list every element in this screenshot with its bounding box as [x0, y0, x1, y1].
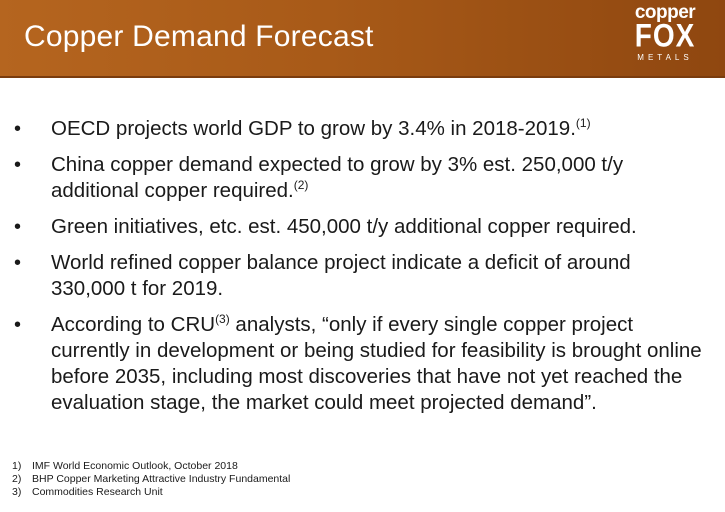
- bullet-item: • According to CRU(3) analysts, “only if…: [0, 312, 725, 416]
- bullet-marker: •: [14, 216, 22, 238]
- bullet-item: • China copper demand expected to grow b…: [0, 152, 725, 204]
- bullet-list: • OECD projects world GDP to grow by 3.4…: [0, 116, 725, 426]
- header-bar: Copper Demand Forecast copper FOX METALS: [0, 0, 725, 78]
- bullet-text: OECD projects world GDP to grow by 3.4% …: [51, 117, 576, 140]
- logo-sub-text: METALS: [637, 53, 693, 62]
- logo-top-text: copper: [634, 2, 696, 23]
- bullet-marker: •: [14, 252, 22, 274]
- slide-title: Copper Demand Forecast: [24, 20, 374, 53]
- bullet-text: Green initiatives, etc. est. 450,000 t/y…: [51, 215, 637, 238]
- footnote-number: 1): [12, 460, 22, 472]
- footnote-number: 2): [12, 473, 22, 485]
- footnote-item: 1) IMF World Economic Outlook, October 20…: [12, 460, 290, 473]
- footnote-text: Commodities Research Unit: [32, 486, 163, 498]
- bullet-text: World refined copper balance project ind…: [51, 251, 631, 300]
- bullet-marker: •: [14, 154, 22, 176]
- company-logo: copper FOX METALS: [619, 2, 711, 70]
- footnote-ref: (1): [575, 116, 591, 130]
- logo-main-text: FOX: [634, 17, 696, 54]
- footnote-text: IMF World Economic Outlook, October 2018: [32, 460, 238, 472]
- footnote-ref: (3): [215, 312, 230, 326]
- footnote-item: 3) Commodities Research Unit: [12, 486, 290, 499]
- bullet-text: According to CRU: [51, 313, 216, 336]
- bullet-marker: •: [14, 314, 22, 336]
- footnote-list: 1) IMF World Economic Outlook, October 20…: [12, 460, 290, 499]
- bullet-item: • World refined copper balance project i…: [0, 250, 725, 302]
- bullet-item: • OECD projects world GDP to grow by 3.4…: [0, 116, 725, 142]
- bullet-marker: •: [14, 118, 22, 140]
- bullet-text-continued: analysts, “only if every single copper p…: [51, 313, 702, 414]
- footnote-text: BHP Copper Marketing Attractive Industry…: [32, 473, 291, 485]
- footnote-number: 3): [12, 486, 22, 498]
- bullet-text: China copper demand expected to grow by …: [51, 153, 624, 202]
- footnote-ref: (2): [293, 178, 309, 192]
- footnote-item: 2) BHP Copper Marketing Attractive Indust…: [12, 473, 290, 486]
- bullet-item: • Green initiatives, etc. est. 450,000 t…: [0, 214, 725, 240]
